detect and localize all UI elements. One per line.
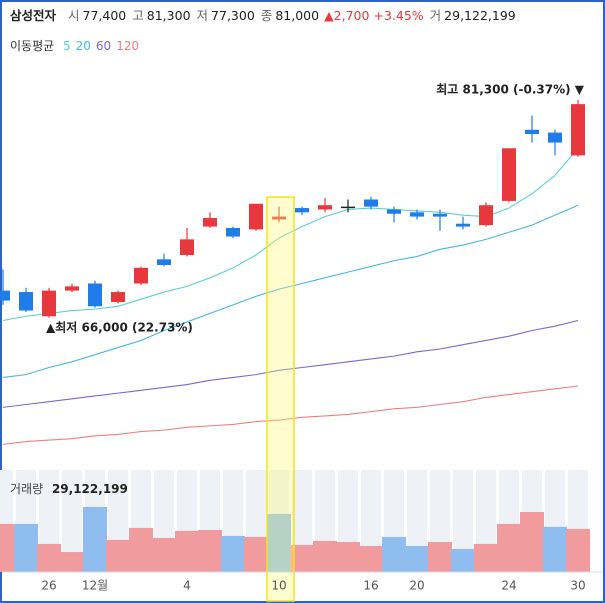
candle-body	[180, 239, 194, 256]
header-label: 고	[132, 8, 144, 23]
candle-body	[42, 290, 56, 317]
candle-body	[19, 292, 33, 311]
header-label: 시	[68, 8, 80, 23]
candle-body	[203, 218, 217, 227]
low-annotation: ▲최저 66,000 (22.73%)	[46, 320, 193, 335]
candle-body	[548, 132, 562, 143]
x-tick-label: 20	[409, 579, 424, 593]
volume-bar	[267, 513, 291, 572]
volume-title: 거래량	[10, 482, 43, 496]
candle-body	[249, 203, 263, 230]
header-change: ▲2,700	[324, 8, 369, 23]
candle-body	[525, 129, 539, 135]
candle-body	[410, 212, 424, 217]
ma-line	[2, 204, 579, 379]
candle-body	[479, 205, 493, 226]
x-tick-label: 16	[363, 579, 378, 593]
volume-bar	[175, 530, 199, 572]
candle-body	[65, 286, 79, 291]
volume-stripe	[62, 470, 82, 572]
volume-bar	[474, 543, 498, 572]
volume-bar	[221, 535, 245, 572]
header: 삼성전자 시 77,400 고 81,300 저 77,300 종 81,000 ▲2,700 +…	[10, 8, 516, 23]
stock-name: 삼성전자	[10, 8, 57, 23]
volume-bar	[198, 530, 222, 572]
candle-body	[157, 259, 171, 265]
header-label: 거	[430, 8, 442, 23]
volume-bar	[497, 523, 521, 572]
header-label: 저	[197, 8, 209, 23]
volume-stripe	[453, 470, 473, 572]
candle-body	[111, 292, 125, 303]
header-value: 29,122,199	[444, 8, 516, 23]
volume-bar	[37, 543, 61, 572]
x-tick-label: 12월	[82, 579, 108, 593]
volume-bar	[60, 552, 84, 572]
volume-bar	[405, 545, 429, 572]
x-tick-label: 24	[501, 579, 516, 593]
legend-entry: 20	[76, 39, 91, 53]
candle-body	[571, 104, 585, 156]
volume-bar	[428, 541, 452, 572]
volume-bar	[14, 523, 38, 572]
legend-entry: 60	[96, 39, 111, 53]
candle-body	[134, 267, 148, 284]
candle-body	[295, 208, 309, 213]
candle-body	[0, 290, 10, 301]
high-annotation: 최고 81,300 (-0.37%) ▼	[436, 82, 585, 97]
volume-bar	[106, 539, 130, 572]
candle-body	[433, 213, 447, 217]
candle-body	[341, 206, 355, 209]
volume-bar	[543, 526, 567, 572]
volume-bar	[382, 536, 406, 572]
candle-body	[272, 216, 286, 220]
candle-body	[318, 205, 332, 210]
header-label: 종	[261, 8, 273, 23]
legend: 이동평균 5 20 60 120	[10, 39, 139, 53]
volume-bar	[152, 538, 176, 572]
header-value: 81,300	[147, 8, 191, 23]
volume-bar	[520, 511, 544, 572]
ma-line	[2, 385, 579, 445]
volume-bar	[566, 528, 590, 572]
volume-bar	[244, 536, 268, 572]
volume-bar	[0, 523, 15, 572]
volume-value: 29,122,199	[52, 482, 128, 496]
header-change-pct: +3.45%	[373, 8, 423, 23]
volume-bar	[336, 541, 360, 572]
candle-body	[88, 283, 102, 307]
legend-entry: 120	[116, 39, 139, 53]
crosshair-highlight	[266, 196, 295, 602]
candle-body	[226, 227, 240, 237]
volume-caption: 거래량 29,122,199	[10, 482, 128, 496]
candle-body	[456, 223, 470, 227]
volume-bar	[451, 548, 475, 572]
x-tick-label: 10	[271, 579, 286, 593]
volume-bar	[129, 527, 153, 572]
legend-entry: 5	[63, 39, 71, 53]
x-tick-label: 26	[41, 579, 56, 593]
legend-title: 이동평균	[10, 39, 54, 53]
candle-body	[387, 209, 401, 214]
header-value: 81,000	[275, 8, 319, 23]
candle-body	[502, 148, 516, 201]
x-tick-label: 30	[570, 579, 585, 593]
candle-body	[364, 199, 378, 207]
header-value: 77,400	[83, 8, 127, 23]
plot	[0, 99, 590, 572]
ma-line	[2, 319, 579, 408]
volume-bar	[83, 506, 107, 572]
header-value: 77,300	[211, 8, 255, 23]
x-tick-label: 4	[183, 579, 191, 593]
volume-bar	[359, 545, 383, 572]
volume-bar	[313, 540, 337, 572]
